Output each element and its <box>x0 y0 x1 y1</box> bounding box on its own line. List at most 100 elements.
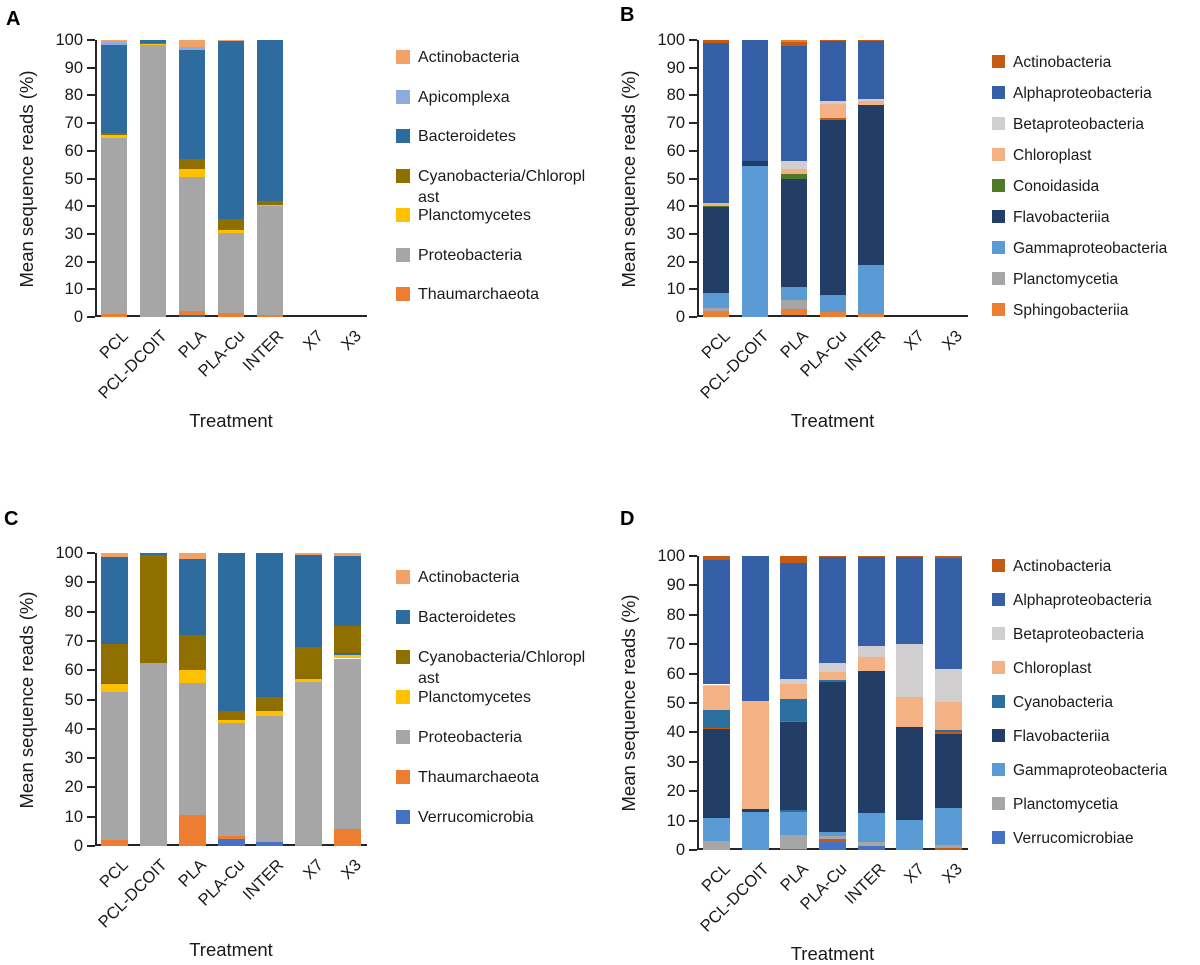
y-tick-label: 40 <box>64 197 83 216</box>
y-tick-label: 90 <box>64 58 83 77</box>
bar-segment <box>857 646 885 658</box>
y-tick-mark <box>689 316 697 318</box>
legend-label: Thaumarchaeota <box>418 286 539 303</box>
legend-swatch <box>992 303 1005 316</box>
legend-item: Planctomycetes <box>396 205 592 245</box>
y-tick-label: 20 <box>64 778 83 797</box>
bar-segment <box>100 683 128 693</box>
bar-segment <box>780 178 807 287</box>
y-tick-label: 80 <box>666 605 685 624</box>
bar-segment <box>857 841 885 846</box>
y-tick-mark <box>689 39 697 41</box>
bar <box>935 556 963 850</box>
legend-label: Conoidasida <box>1013 178 1100 195</box>
bar <box>780 40 807 317</box>
y-axis-title: Mean sequence reads (%) <box>16 70 37 287</box>
x-category-label: X3 <box>338 327 366 355</box>
bar-segment <box>780 722 808 811</box>
y-tick-label: 30 <box>64 749 83 768</box>
legend-item: Chloroplast <box>992 145 1200 176</box>
panel-letter: C <box>4 508 19 530</box>
bar-segment <box>702 686 730 711</box>
x-category-label: X7 <box>900 327 928 355</box>
legend-label: Planctomycetes <box>418 207 531 224</box>
bar-segment <box>179 159 206 169</box>
bar-segment <box>256 40 283 202</box>
y-tick-label: 10 <box>64 280 83 299</box>
legend-item: Gammaproteobacteria <box>992 238 1200 269</box>
bar-segment <box>819 557 846 664</box>
bar-segment <box>780 46 807 161</box>
legend-label: Actinobacteria <box>1013 558 1112 575</box>
legend-swatch <box>396 287 410 301</box>
bar-segment <box>256 206 283 316</box>
bar-segment <box>140 42 167 44</box>
y-tick-mark <box>689 790 697 793</box>
y-tick-label: 20 <box>666 252 685 271</box>
bar-segment <box>702 840 730 850</box>
legend-swatch <box>992 627 1005 640</box>
bar-segment <box>780 308 807 315</box>
legend-item: Alphaproteobacteria <box>992 83 1200 114</box>
bar <box>140 40 167 317</box>
bar-segment <box>218 229 244 233</box>
bar-segment <box>780 41 807 47</box>
panel-a: A 0 10 20 30 40 50 60 70 80 90 100 Mean sequence rea… <box>0 0 600 480</box>
legend-item: Cyanobacteria <box>992 692 1200 726</box>
y-tick-mark <box>689 122 697 125</box>
y-tick-label: 30 <box>64 224 83 243</box>
legend-item: Bacteroidetes <box>396 126 592 166</box>
bar-segment <box>819 100 846 105</box>
bar-segment <box>819 295 846 313</box>
bar-segment <box>217 835 245 839</box>
bar-segment <box>179 40 206 47</box>
legend-swatch <box>992 117 1005 130</box>
y-tick-label: 70 <box>666 635 685 654</box>
legend-label: Planctomycetes <box>418 689 531 706</box>
y-tick-label: 40 <box>64 719 83 738</box>
bar-segment <box>857 813 885 842</box>
y-tick-label: 70 <box>64 114 83 133</box>
y-tick-mark <box>87 727 95 730</box>
y-axis-title: Mean sequence reads (%) <box>618 594 639 812</box>
legend-swatch <box>396 247 410 262</box>
bar-segment <box>100 557 128 644</box>
bar <box>179 40 206 317</box>
bar-segment <box>334 553 362 556</box>
bar-segment <box>780 679 808 684</box>
legend-item: Sphingobacteriia <box>992 300 1200 331</box>
bar-segment <box>295 681 323 845</box>
y-tick-label: 60 <box>64 661 83 680</box>
y-tick-mark <box>689 760 697 763</box>
legend-swatch <box>396 570 410 584</box>
y-tick-mark <box>87 149 95 152</box>
legend-item: Betaproteobacteria <box>992 114 1200 145</box>
bar-segment <box>179 310 206 316</box>
x-category-label: INTER <box>841 327 889 375</box>
bar-segment <box>179 46 206 51</box>
y-tick-mark <box>87 39 95 41</box>
legend-item: Proteobacteria <box>396 727 592 767</box>
bar <box>256 40 283 317</box>
y-tick-label: 80 <box>64 602 83 621</box>
y-tick-mark <box>689 819 697 822</box>
y-tick-mark <box>689 205 697 208</box>
x-category-label: X7 <box>299 856 327 884</box>
bar-segment <box>858 105 885 265</box>
x-category-label: X7 <box>900 860 928 888</box>
bar-segment <box>334 653 362 655</box>
bar-segment <box>935 731 963 734</box>
bar-segment <box>179 177 206 311</box>
y-tick-label: 90 <box>666 576 685 595</box>
bar <box>139 553 167 846</box>
legend-item: Chloroplast <box>992 658 1200 692</box>
legend-item: Proteobacteria <box>396 245 592 285</box>
bar-segment <box>295 553 323 556</box>
bar-segment <box>702 710 730 728</box>
y-tick-mark <box>689 584 697 587</box>
bar-segment <box>140 43 167 45</box>
bar-segment <box>101 138 128 315</box>
bar-segment <box>819 680 846 683</box>
bar-segment <box>780 720 808 723</box>
